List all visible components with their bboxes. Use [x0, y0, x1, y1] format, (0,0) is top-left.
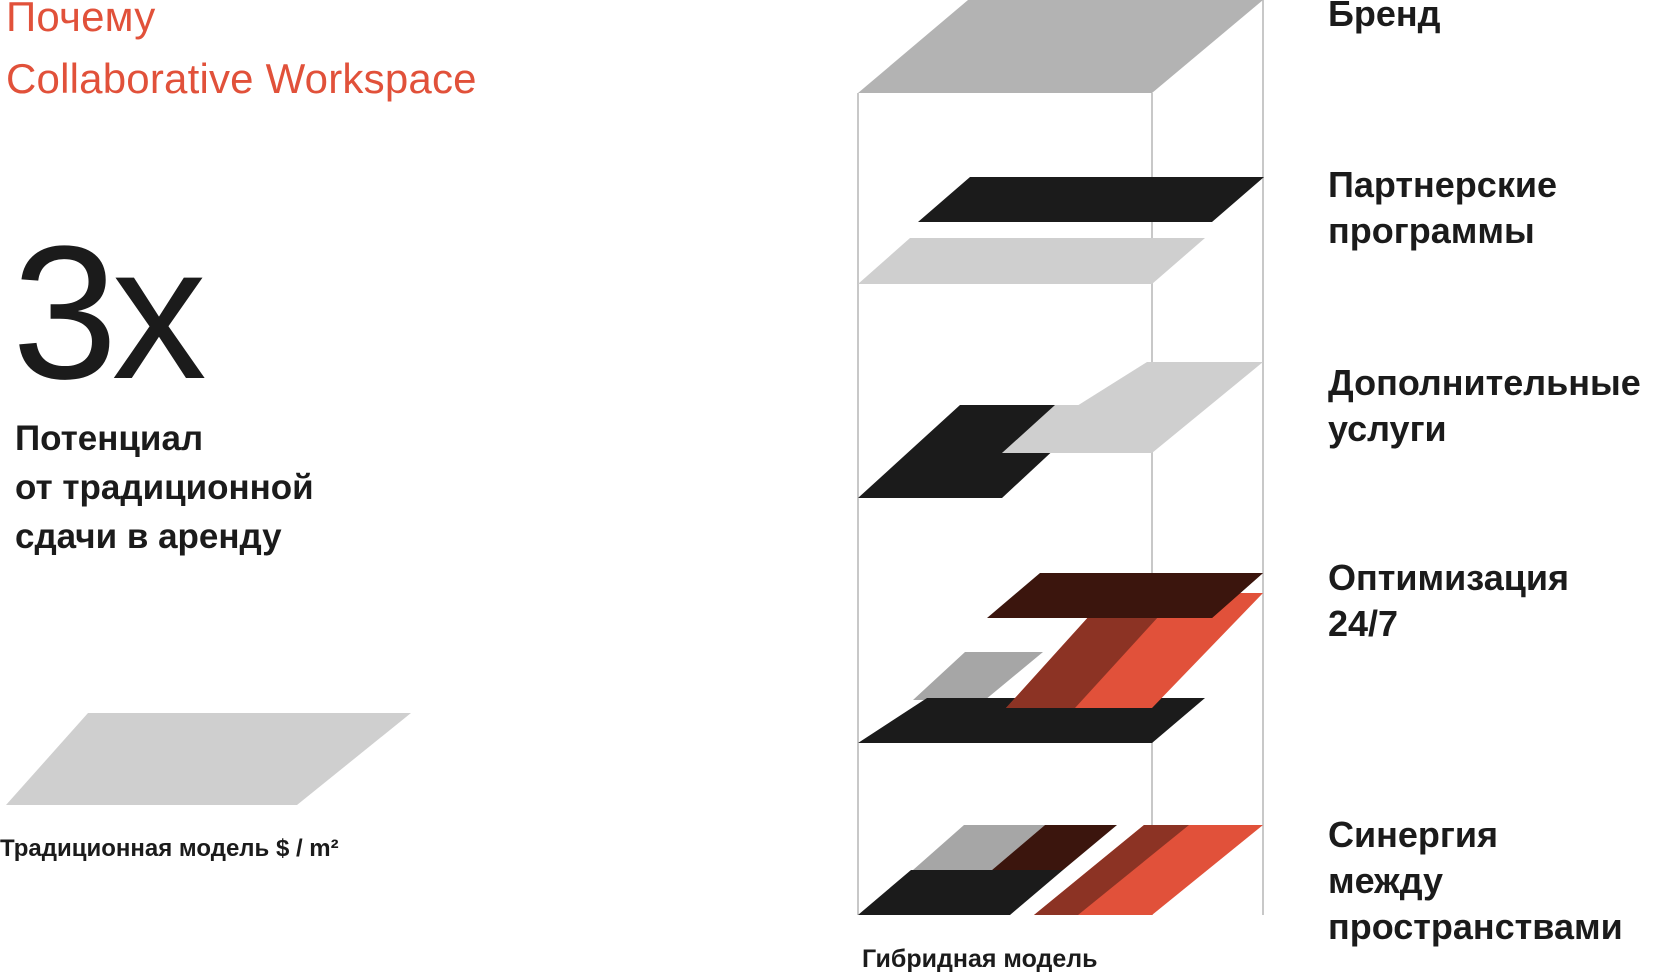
layer-label-synergy: Синергия между пространствами — [1328, 812, 1623, 950]
layer-label-services-line-2: услуги — [1328, 408, 1447, 449]
hybrid-model-label: Гибридная модель — [862, 945, 1098, 973]
synergy-redbrown-shape — [1034, 825, 1189, 915]
partner-layer-bottom-shape — [858, 238, 1205, 284]
layer-label-additional-services: Дополнительные услуги — [1328, 360, 1641, 452]
optimization-gray-shape — [913, 652, 1043, 700]
hybrid-frame — [857, 0, 1264, 915]
synergy-dark-shape — [858, 870, 1063, 915]
layer-label-partner-line-1: Партнерские — [1328, 164, 1557, 205]
traditional-layer-shape — [6, 713, 411, 805]
layer-label-optimization: Оптимизация 24/7 — [1328, 555, 1569, 647]
layer-label-optimization-line-1: Оптимизация — [1328, 557, 1569, 598]
partner-layer-top-shape — [918, 177, 1264, 222]
highlight-value: 3x — [12, 207, 207, 419]
highlight-caption-line-2: от традиционной — [15, 468, 314, 507]
layer-label-brand: Бренд — [1328, 0, 1440, 37]
optimization-brown-side-shape — [1152, 573, 1263, 618]
synergy-gray-shape — [913, 825, 1045, 870]
title-line-1: Почему — [6, 0, 156, 40]
highlight-caption-line-1: Потенциал — [15, 419, 204, 458]
synergy-brown-shape — [992, 825, 1117, 870]
title-line-2: Collaborative Workspace — [6, 55, 477, 102]
optimization-dark-bar-shape — [858, 698, 1205, 743]
layer-label-partner-line-2: программы — [1328, 210, 1535, 251]
highlight-caption-line-3: сдачи в аренду — [15, 517, 282, 556]
highlight-caption: Потенциал от традиционной сдачи в аренду — [15, 414, 314, 561]
brand-layer-shape — [858, 0, 1263, 93]
layer-label-synergy-line-3: пространствами — [1328, 906, 1623, 947]
layer-label-optimization-line-2: 24/7 — [1328, 603, 1399, 644]
services-layer-overlap-shape — [1002, 405, 1102, 453]
layer-label-partner-programs: Партнерские программы — [1328, 162, 1557, 254]
layer-label-brand-line-1: Бренд — [1328, 0, 1441, 34]
layer-label-synergy-line-1: Синергия — [1328, 814, 1499, 855]
traditional-model-label: Традиционная модель $ / m² — [0, 835, 339, 862]
layer-label-services-line-1: Дополнительные — [1328, 362, 1641, 403]
layer-label-synergy-line-2: между — [1328, 860, 1444, 901]
optimization-redbrown-shape — [1006, 593, 1180, 708]
page-title: Почему Collaborative Workspace — [6, 0, 477, 110]
